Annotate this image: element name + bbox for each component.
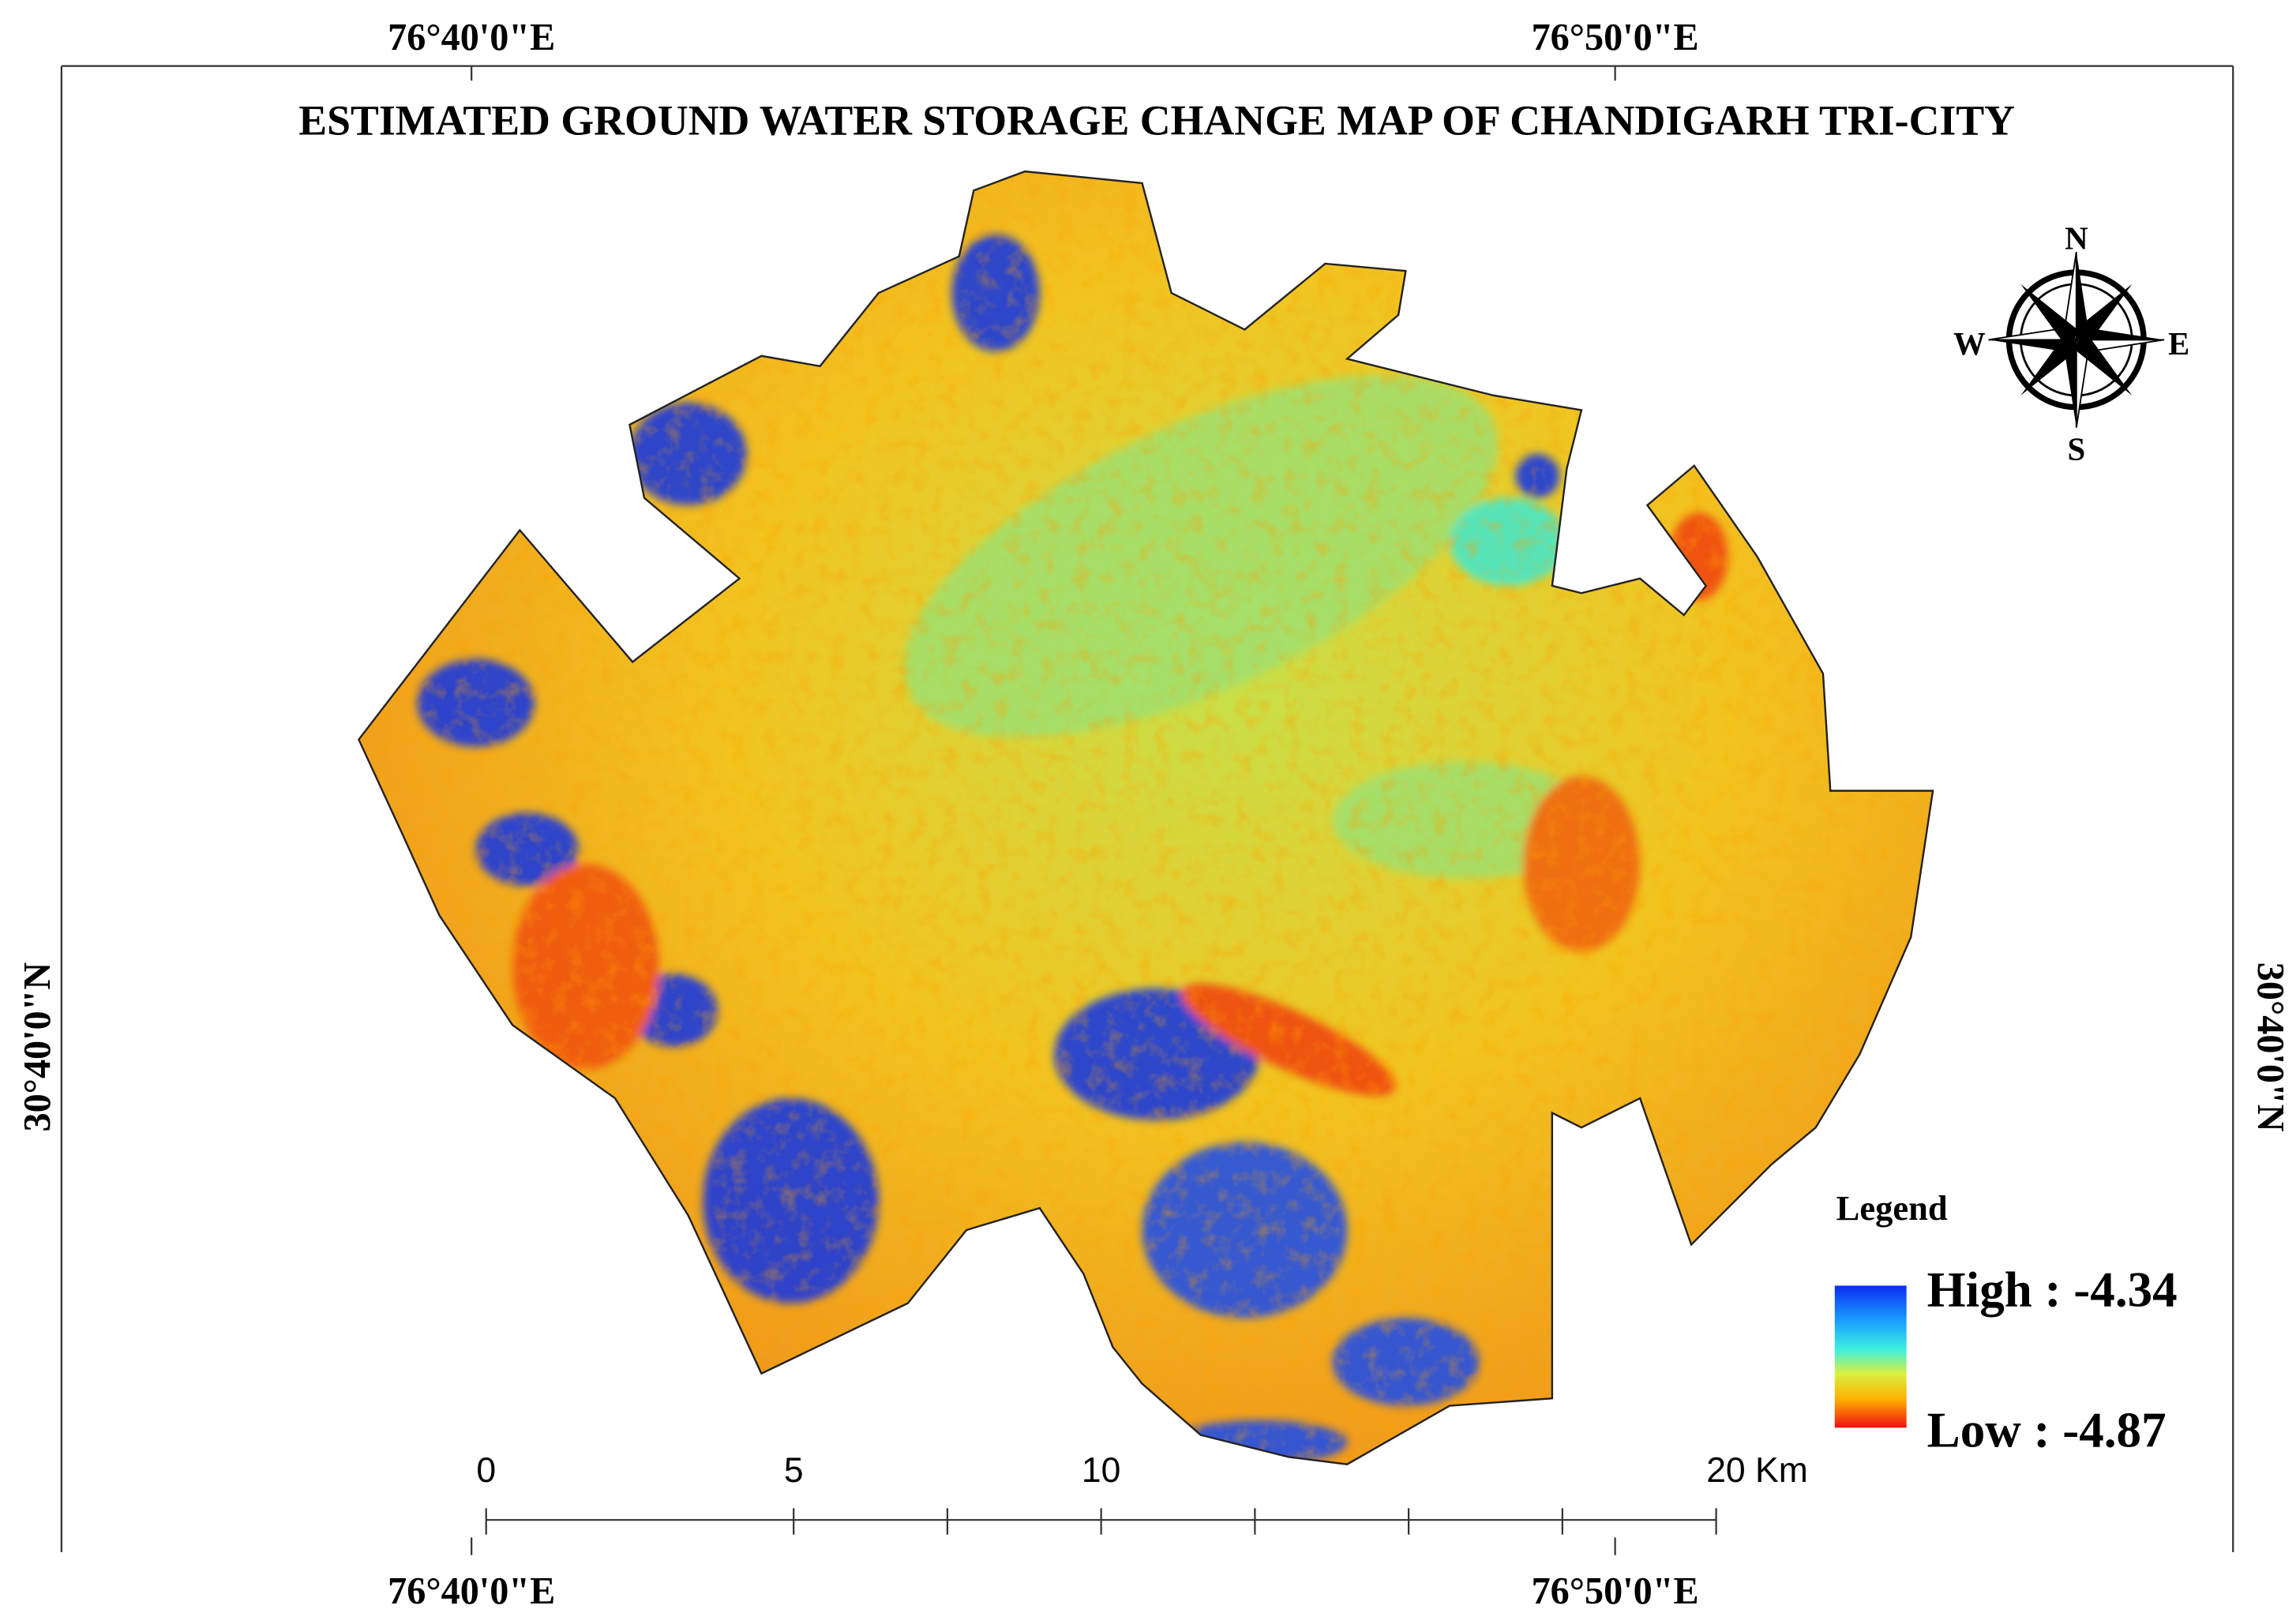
graticule-label: 76°50'0"E (1532, 17, 1699, 58)
scale-label: 20 Km (1706, 1451, 1808, 1490)
legend-low: Low : -4.87 (1927, 1402, 2167, 1457)
map-frame (60, 65, 2234, 1555)
scale-label: 0 (476, 1451, 496, 1490)
north-arrow (1988, 251, 2165, 428)
scale-label: 5 (784, 1451, 804, 1490)
graticule-label: 76°40'0"E (388, 17, 555, 58)
legend-high: High : -4.34 (1927, 1262, 2178, 1317)
compass-letter: E (2168, 326, 2189, 362)
graticule-label: 76°40'0"E (388, 1570, 555, 1612)
raster (358, 171, 1934, 1465)
legend-ramp (1834, 1285, 1907, 1428)
scale-bar (485, 1508, 1717, 1535)
compass-letter: S (2067, 431, 2085, 467)
compass-letter: N (2065, 220, 2088, 256)
graticule-label: 76°50'0"E (1532, 1570, 1699, 1612)
graticule-label: 30°40'0"N (17, 962, 58, 1132)
scale-label: 10 (1082, 1451, 1121, 1490)
compass-letter: W (1953, 326, 1986, 362)
map-title: ESTIMATED GROUND WATER STORAGE CHANGE MA… (298, 97, 2015, 144)
legend-title: Legend (1836, 1188, 1948, 1228)
graticule-label: 30°40'0"N (2249, 962, 2291, 1132)
